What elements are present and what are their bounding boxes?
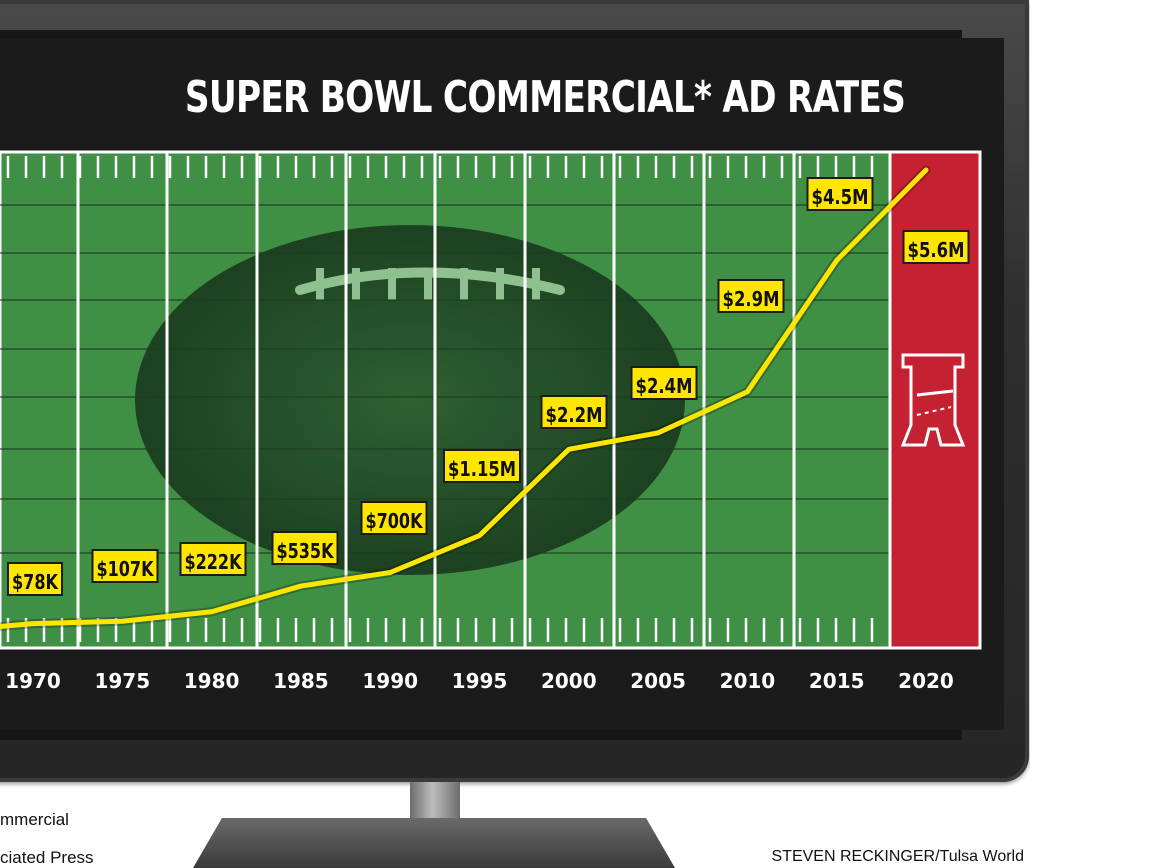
data-label-text: $535K (277, 539, 335, 563)
data-label-box (7, 562, 63, 596)
data-label-text: $107K (97, 557, 155, 581)
x-tick-label: 1975 (94, 669, 150, 693)
photo-credit: STEVEN RECKINGER/Tulsa World (771, 848, 1025, 865)
end-zone-border (888, 150, 982, 650)
data-label-text: $78K (12, 570, 59, 594)
data-label-box (360, 501, 428, 535)
source-note: ciated Press (0, 848, 94, 867)
data-label-box (179, 542, 247, 576)
data-label-text: $4.5M (812, 185, 869, 209)
data-label: $2.4M (630, 366, 698, 400)
afc-shield-icon (900, 353, 966, 447)
x-tick-label: 2020 (898, 669, 954, 693)
x-tick-label: 1990 (362, 669, 418, 693)
data-label: $2.9M (717, 279, 785, 313)
data-label: $4.5M (806, 177, 874, 211)
data-label: $78K (7, 562, 63, 596)
data-label-box (271, 531, 339, 565)
data-label-box (717, 279, 785, 313)
data-label-text: $2.4M (636, 374, 693, 398)
tv-stand-neck (410, 782, 460, 822)
tv-stand-base (193, 818, 675, 868)
data-label: $700K (360, 501, 428, 535)
x-tick-label: 2005 (630, 669, 686, 693)
afc-shield-stars (916, 406, 952, 416)
data-label-text: $5.6M (908, 238, 965, 262)
football-icon (135, 225, 685, 575)
x-tick-label: 1980 (184, 669, 240, 693)
asterisk-footnote: mmercial (0, 810, 69, 829)
x-tick-label: 2000 (541, 669, 597, 693)
chart-title: SUPER BOWL COMMERCIAL* AD RATES (184, 72, 906, 123)
data-label-box (902, 230, 970, 264)
x-tick-label: 1970 (5, 669, 61, 693)
data-label: $2.2M (540, 395, 608, 429)
data-label: $222K (179, 542, 247, 576)
data-label-text: $1.15M (448, 457, 516, 481)
data-label-box (540, 395, 608, 429)
data-label-box (91, 549, 159, 583)
data-label: $5.6M (902, 230, 970, 264)
series-line (0, 167, 929, 630)
afc-shield-bar (916, 389, 954, 397)
data-label-box (630, 366, 698, 400)
page-margin (1030, 0, 1152, 864)
x-tick-label: 2015 (809, 669, 865, 693)
end-zone (890, 152, 980, 648)
data-label-text: $700K (366, 509, 424, 533)
data-label: $107K (91, 549, 159, 583)
x-tick-label: 2010 (720, 669, 776, 693)
x-tick-label: 1995 (452, 669, 508, 693)
afc-shield-outline (900, 353, 966, 447)
data-label-text: $222K (185, 550, 243, 574)
data-label-box (806, 177, 874, 211)
data-label: $1.15M (443, 449, 521, 483)
data-label-text: $2.2M (546, 403, 603, 427)
data-label-text: $2.9M (723, 287, 780, 311)
x-tick-label: 1985 (273, 669, 329, 693)
data-label-box (443, 449, 521, 483)
data-label: $535K (271, 531, 339, 565)
